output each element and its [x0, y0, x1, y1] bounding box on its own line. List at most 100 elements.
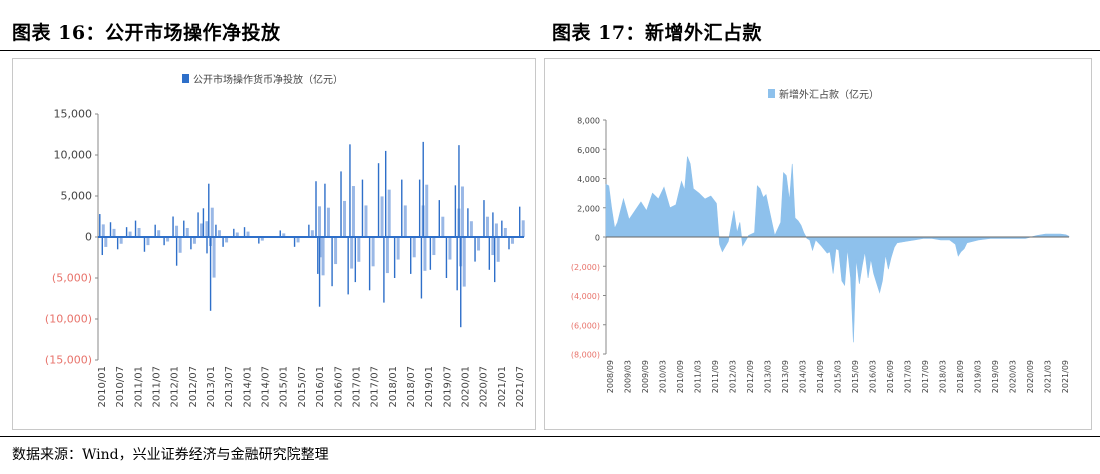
- bar: [474, 237, 476, 262]
- bar-light: [485, 216, 489, 237]
- bar: [493, 237, 496, 283]
- bar-light: [310, 230, 314, 237]
- bar: [377, 163, 380, 237]
- y-tick-label: 5,000: [61, 190, 93, 203]
- bar-light: [403, 205, 407, 237]
- bar: [410, 237, 412, 274]
- bar-light: [326, 207, 330, 237]
- bar-light: [448, 237, 452, 260]
- legend-swatch: [182, 74, 189, 83]
- x-tick-label: 2014/07: [261, 366, 272, 408]
- left-figure-title: 图表 16：公开市场操作净投放: [12, 22, 281, 44]
- x-tick-label: 2014/01: [242, 366, 253, 408]
- x-tick-label: 2012/03: [729, 360, 738, 393]
- bar-light: [157, 230, 161, 237]
- bar: [331, 237, 333, 287]
- bar: [318, 237, 321, 307]
- bar: [383, 237, 385, 303]
- x-tick-label: 2009/09: [641, 360, 650, 393]
- bar-light: [385, 237, 389, 274]
- x-tick-label: 2019/07: [442, 366, 453, 408]
- bar-light: [246, 231, 250, 237]
- x-tick-label: 2011/01: [133, 366, 144, 408]
- bar: [508, 237, 510, 250]
- bar-light: [260, 237, 264, 241]
- x-tick-label: 2017/07: [370, 366, 381, 408]
- x-tick-label: 2013/09: [781, 360, 790, 393]
- bar-light: [432, 237, 436, 256]
- legend-swatch: [768, 89, 775, 98]
- x-tick-label: 2020/03: [1009, 360, 1018, 393]
- bar: [215, 224, 217, 237]
- bar-light: [423, 237, 427, 271]
- bar-light: [462, 237, 466, 287]
- bar: [418, 179, 421, 237]
- bar: [243, 227, 246, 237]
- bar: [208, 183, 210, 237]
- bar: [349, 144, 351, 237]
- x-tick-label: 2018/07: [406, 366, 417, 408]
- bar-light: [510, 237, 514, 244]
- bar-light: [494, 223, 498, 237]
- bar-light: [351, 186, 355, 237]
- x-tick-label: 2012/07: [188, 366, 199, 408]
- bar-light: [296, 237, 300, 243]
- bar: [422, 141, 424, 237]
- bar: [116, 237, 119, 250]
- bar: [109, 222, 112, 237]
- x-tick-label: 2021/07: [515, 366, 526, 408]
- x-tick-label: 2015/09: [851, 360, 860, 393]
- bar: [163, 237, 165, 246]
- x-tick-label: 2011/09: [711, 360, 720, 393]
- fx-reserve-increase-chart: 新增外汇占款（亿元） 8,000 6,000 4,000 2,000 0 (2,000) (4…: [571, 88, 1070, 393]
- x-tick-label: 2016/07: [333, 366, 344, 408]
- y-tick-label: 15,000: [54, 108, 93, 121]
- y-tick-label: 8,000: [577, 117, 600, 126]
- bar-light: [212, 237, 216, 278]
- y-tick-label: (2,000): [571, 263, 600, 272]
- bar-light: [235, 232, 239, 237]
- x-tick-label: 2010/03: [659, 360, 668, 393]
- bar-light: [137, 227, 141, 237]
- bar: [501, 220, 503, 237]
- bar-light: [128, 231, 132, 237]
- bar: [460, 237, 462, 328]
- y-tick-label: 6,000: [577, 146, 600, 155]
- bar-light: [371, 237, 375, 267]
- y-tick-label: (5,000): [52, 272, 92, 285]
- bar: [488, 237, 491, 270]
- x-tick-label: 2017/09: [921, 360, 930, 393]
- bar: [175, 237, 178, 266]
- bar: [197, 212, 199, 237]
- bar: [445, 237, 448, 278]
- bar: [420, 237, 423, 299]
- open-market-net-injection-chart: 公开市场操作货币净投放（亿元） 15,000 10,000 5,000 0 (5,000)…: [45, 73, 526, 408]
- bar-light: [178, 237, 182, 253]
- bar: [308, 224, 310, 237]
- bar-light: [112, 228, 116, 237]
- bar: [317, 237, 319, 274]
- bar-light: [104, 237, 108, 247]
- bar: [324, 183, 326, 237]
- x-tick-label: 2021/09: [1061, 360, 1070, 393]
- bar-light: [119, 237, 123, 244]
- bar: [206, 237, 208, 254]
- bar: [401, 179, 403, 237]
- x-tick-label: 2016/03: [869, 360, 878, 393]
- x-tick-label: 2012/09: [746, 360, 755, 393]
- bar: [361, 179, 364, 237]
- bar-light: [217, 230, 221, 237]
- bar: [293, 237, 296, 247]
- bar: [429, 237, 432, 270]
- bar: [202, 208, 205, 237]
- bar: [258, 237, 260, 244]
- bar-light: [396, 237, 400, 260]
- x-tick-label: 2013/01: [206, 366, 217, 408]
- bar: [154, 224, 156, 237]
- bar: [209, 237, 212, 311]
- right-figure-title: 图表 17：新增外汇占款: [552, 22, 763, 44]
- bar-light: [101, 224, 105, 237]
- bar-light: [425, 184, 429, 237]
- bar: [183, 220, 185, 237]
- y-tick-label: 10,000: [54, 149, 93, 162]
